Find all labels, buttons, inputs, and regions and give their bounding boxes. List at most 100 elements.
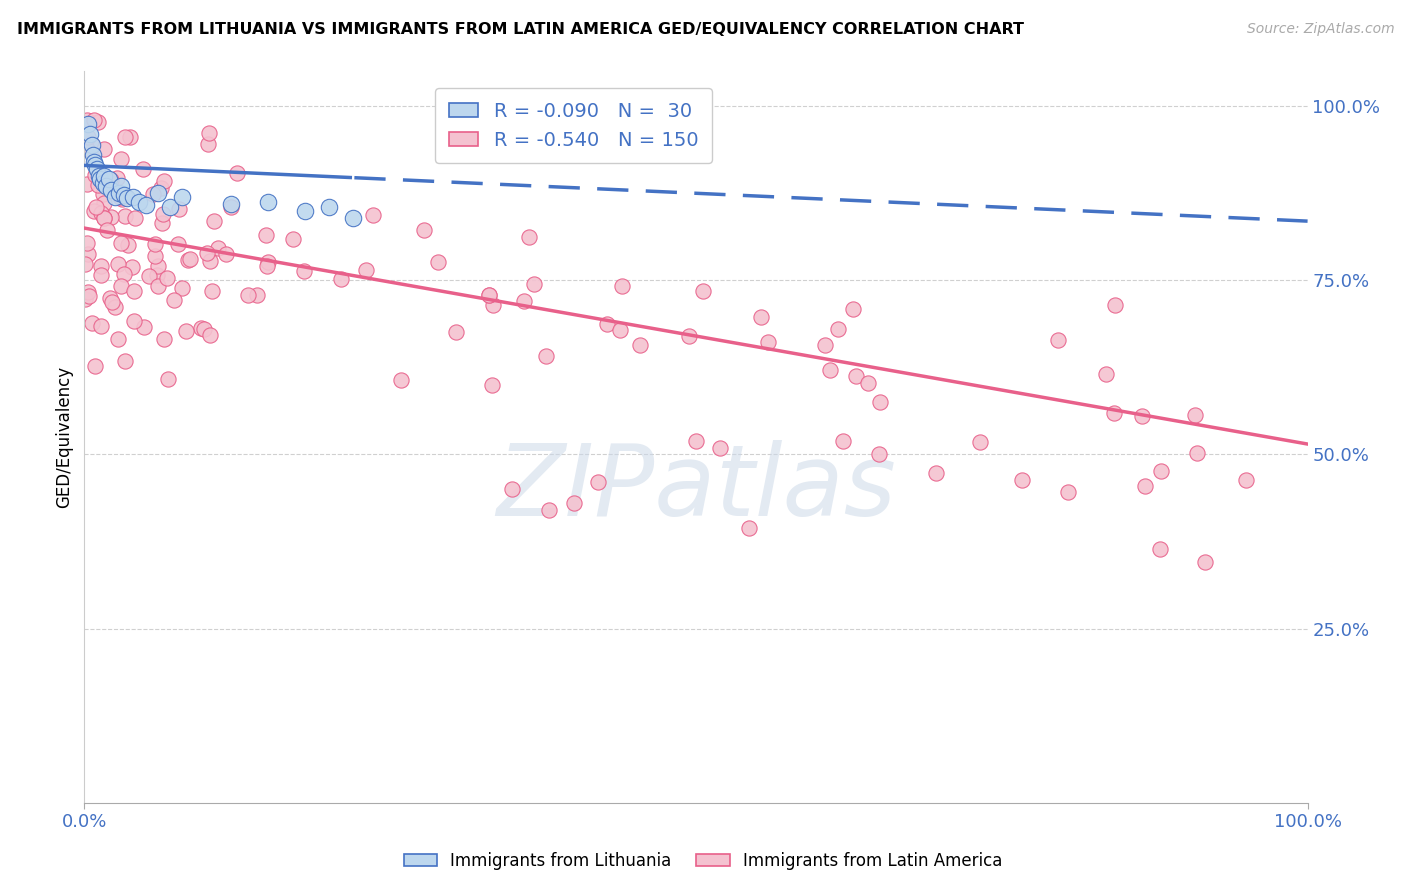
Point [79,288,101,302]
Point [112,267,135,281]
Point [114,130,136,145]
Point [219,196,242,211]
Point [1057,484,1080,499]
Point [150,181,173,195]
Point [122,313,145,327]
Point [76,177,98,191]
Point [179,252,201,266]
Point [219,200,242,214]
Point [73,257,96,271]
Point [1187,446,1209,460]
Point [354,262,377,277]
Point [111,192,134,206]
Point [87,169,110,183]
Point [201,285,224,299]
Point [586,475,609,490]
Point [143,237,166,252]
Point [856,376,879,391]
Text: IMMIGRANTS FROM LITHUANIA VS IMMIGRANTS FROM LATIN AMERICA GED/EQUIVALENCY CORRE: IMMIGRANTS FROM LITHUANIA VS IMMIGRANTS … [17,22,1024,37]
Point [91,176,114,190]
Point [104,301,127,315]
Point [256,259,278,273]
Point [562,496,585,510]
Point [107,332,129,346]
Point [90,259,112,273]
Point [115,191,138,205]
Point [110,152,132,166]
Point [294,264,316,278]
Point [1184,408,1206,422]
Point [1094,367,1116,381]
Point [207,241,229,255]
Point [678,328,700,343]
Point [77,130,100,145]
Point [146,260,169,274]
Point [110,235,132,250]
Point [108,189,131,203]
Point [110,278,132,293]
Point [86,161,108,176]
Point [172,190,194,204]
Point [100,173,122,187]
Point [738,521,761,535]
Point [236,288,259,302]
Point [330,271,353,285]
Point [1149,542,1171,557]
Point [100,183,122,197]
Point [534,349,557,363]
Point [84,168,107,182]
Point [1104,298,1126,312]
Point [150,217,173,231]
Point [93,211,115,226]
Legend: R = -0.090   N =  30, R = -0.540   N = 150: R = -0.090 N = 30, R = -0.540 N = 150 [436,88,711,163]
Point [91,186,114,201]
Point [1133,479,1156,493]
Point [76,113,98,128]
Point [90,268,112,282]
Point [153,174,176,188]
Point [749,310,772,324]
Point [152,207,174,221]
Point [132,162,155,177]
Point [146,186,169,201]
Point [685,434,707,448]
Point [198,253,221,268]
Point [135,198,157,212]
Point [709,441,731,455]
Point [842,301,865,316]
Point [596,318,619,332]
Point [869,448,891,462]
Point [112,188,135,202]
Point [482,298,505,312]
Point [104,190,127,204]
Point [523,277,546,291]
Point [75,292,97,306]
Point [96,179,118,194]
Point [142,187,165,202]
Point [93,211,115,225]
Point [1234,473,1257,487]
Point [215,247,238,261]
Point [174,325,197,339]
Point [844,369,866,384]
Point [83,113,105,128]
Y-axis label: GED/Equivalency: GED/Equivalency [55,366,73,508]
Point [110,179,132,194]
Point [391,373,413,387]
Point [83,204,105,219]
Point [814,338,837,352]
Point [502,483,524,497]
Text: Source: ZipAtlas.com: Source: ZipAtlas.com [1247,22,1395,37]
Point [1047,334,1070,348]
Point [105,171,128,186]
Point [1011,473,1033,487]
Point [122,190,145,204]
Point [98,291,121,305]
Point [117,237,139,252]
Point [89,172,111,186]
Point [481,377,503,392]
Point [84,200,107,214]
Point [361,208,384,222]
Point [172,281,194,295]
Point [756,334,779,349]
